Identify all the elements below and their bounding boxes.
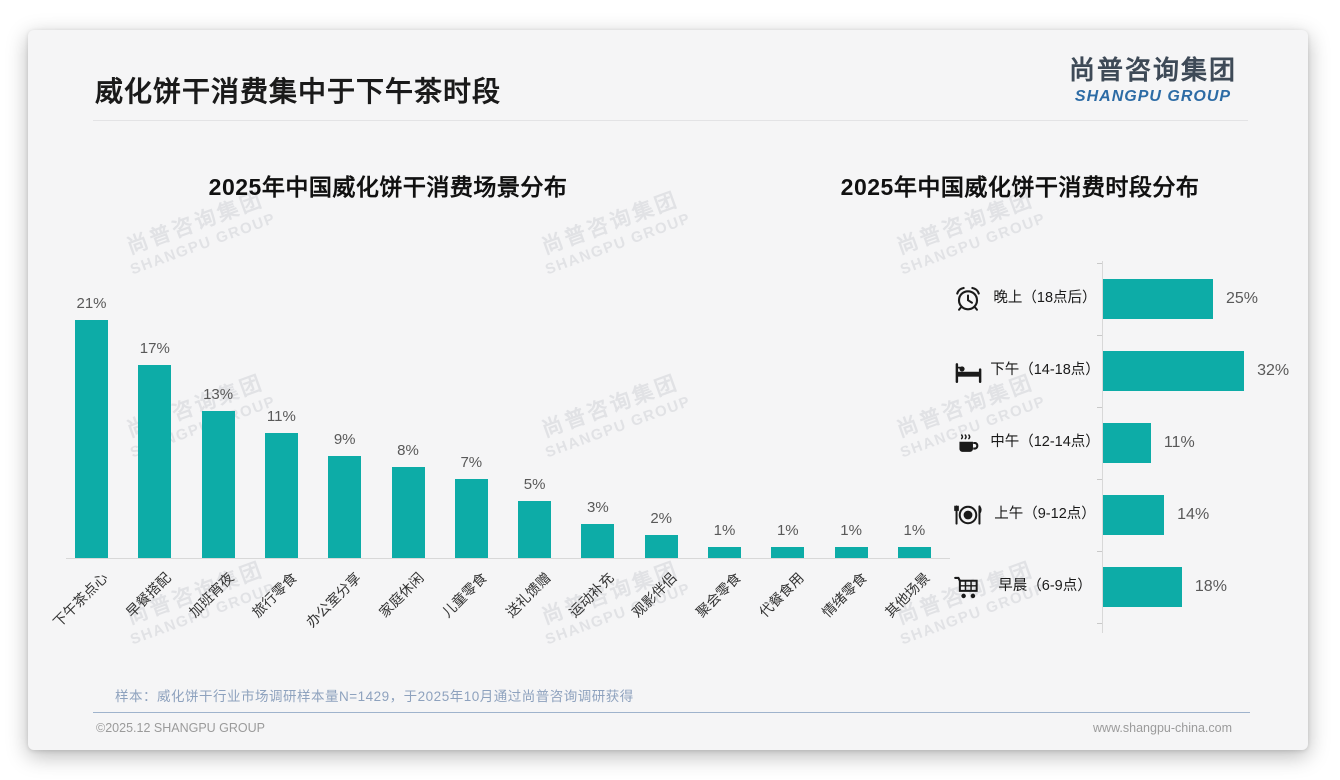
scene-bar-value: 1%	[903, 521, 926, 539]
scene-bar	[581, 524, 615, 558]
alarm-clock-icon	[948, 282, 988, 316]
header-divider	[93, 120, 1248, 121]
time-axis-tick	[1097, 623, 1102, 624]
scene-category-label: 加班宵夜	[185, 569, 237, 621]
scene-bar	[264, 433, 298, 558]
dining-plate-icon	[948, 498, 988, 532]
bed-icon	[948, 354, 988, 388]
page-title: 威化饼干消费集中于下午茶时段	[95, 76, 502, 107]
scene-category-label: 运动补充	[565, 569, 617, 621]
scene-bar	[328, 456, 362, 558]
time-bar-value: 32%	[1257, 362, 1290, 379]
time-axis-tick	[1097, 335, 1102, 336]
scene-bar-value: 21%	[76, 295, 107, 313]
scene-chart: 21% 下午茶点心 17% 早餐搭配 13% 加班宵夜 11% 旅行零食 9% 办公室分享 8% 家庭…	[49, 290, 952, 630]
time-axis-tick	[1097, 479, 1102, 480]
time-category-label: 晚上（18点后）	[993, 290, 1097, 307]
scene-category-label: 下午茶点心	[49, 569, 111, 631]
scene-category-label: 情绪零食	[818, 569, 870, 621]
scene-bar	[518, 501, 552, 558]
time-chart-title: 2025年中国威化饼干消费时段分布	[840, 174, 1200, 200]
time-bar	[1102, 279, 1213, 319]
scene-x-axis	[66, 558, 950, 559]
scene-bar-value: 11%	[266, 408, 296, 426]
scene-bar-value: 5%	[523, 476, 546, 494]
logo-en-text: SHANGPU GROUP	[1074, 88, 1232, 105]
time-category-label: 上午（9-12点）	[994, 506, 1096, 523]
scene-category-label: 儿童零食	[439, 569, 491, 621]
company-logo: 尚普咨询集团 SHANGPU GROUP	[1069, 50, 1237, 106]
footer-divider	[93, 712, 1250, 713]
scene-bar	[201, 410, 235, 558]
scene-category-label: 送礼馈赠	[502, 569, 554, 621]
watermark-en: SHANGPU GROUP	[543, 209, 694, 279]
scene-category-label: 观影伴侣	[629, 569, 680, 621]
time-category-label: 下午（14-18点）	[990, 362, 1100, 379]
scene-bar	[391, 467, 425, 558]
scene-category-label: 早餐搭配	[122, 569, 174, 621]
time-bar	[1102, 567, 1182, 607]
time-axis-tick	[1097, 551, 1102, 552]
coffee-cup-icon	[948, 426, 988, 460]
scene-bar-value: 3%	[587, 499, 609, 516]
time-bar	[1102, 423, 1151, 463]
scene-bar	[138, 365, 172, 558]
scene-category-label: 聚会零食	[692, 569, 744, 621]
time-category-label: 中午（12-14点）	[990, 434, 1100, 451]
scene-bar	[708, 546, 741, 558]
scene-category-label: 旅行零食	[249, 569, 301, 621]
time-bar-value: 11%	[1163, 434, 1195, 451]
scene-bar-value: 8%	[397, 442, 419, 460]
scene-bar-value: 9%	[333, 431, 356, 449]
scene-category-label: 家庭休闲	[375, 569, 427, 621]
scene-category-label: 其他场景	[882, 569, 934, 621]
scene-bar-value: 1%	[840, 521, 862, 539]
time-y-axis	[1102, 261, 1103, 633]
time-bar	[1102, 351, 1245, 391]
time-chart: 晚上（18点后） 25% 下午（14-18点） 32% 中午（12-14点） 11% 上午（…	[948, 260, 1306, 644]
logo-cn-text: 尚普咨询集团	[1068, 55, 1237, 85]
scene-bar	[897, 546, 931, 558]
scene-bar-value: 7%	[460, 453, 483, 471]
shopping-cart-icon	[948, 570, 988, 604]
watermark-en: SHANGPU GROUP	[128, 209, 279, 279]
time-bar	[1102, 495, 1165, 535]
scene-bar	[771, 546, 805, 558]
time-axis-tick	[1097, 263, 1102, 264]
scene-bar	[644, 535, 678, 558]
slide: 尚普咨询集团 SHANGPU GROUP 尚普咨询集团 SHANGPU GROUP 尚普…	[28, 30, 1308, 750]
scene-bar-value: 17%	[139, 340, 170, 358]
footer-copyright: ©2025.12 SHANGPU GROUP	[96, 721, 265, 735]
scene-bar-value: 2%	[650, 510, 673, 528]
scene-bar-value: 13%	[203, 385, 234, 403]
scene-bar	[454, 478, 488, 558]
scene-category-label: 办公室分享	[302, 569, 364, 631]
scene-bar-value: 1%	[713, 521, 736, 539]
time-bar-value: 25%	[1226, 290, 1259, 307]
scene-bar-value: 1%	[776, 521, 799, 539]
scene-category-label: 代餐食用	[755, 569, 807, 621]
time-category-label: 早晨（6-9点）	[998, 578, 1092, 595]
scene-bar	[75, 320, 108, 558]
sample-note: 样本：威化饼干行业市场调研样本量N=1429，于2025年10月通过尚普咨询调研…	[115, 689, 634, 704]
time-bar-value: 14%	[1177, 506, 1210, 523]
scene-bar	[834, 546, 868, 558]
time-bar-value: 18%	[1194, 578, 1227, 595]
scene-chart-title: 2025年中国威化饼干消费场景分布	[208, 174, 568, 200]
time-axis-tick	[1097, 407, 1102, 408]
footer-website: www.shangpu-china.com	[1093, 721, 1232, 735]
